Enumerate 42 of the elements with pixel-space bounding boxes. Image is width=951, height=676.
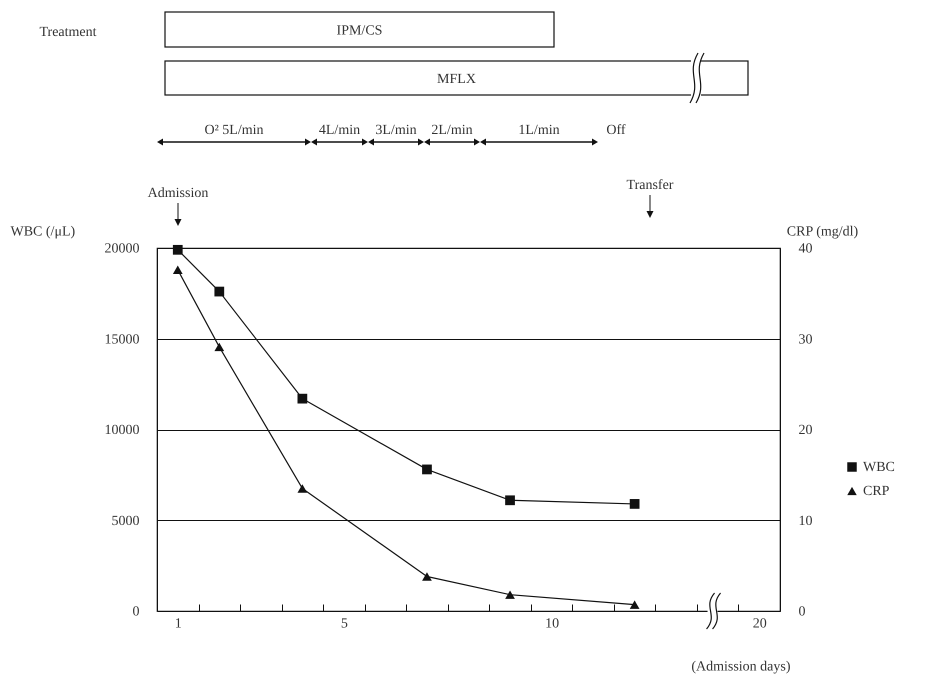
text: Off bbox=[606, 123, 626, 138]
legend-label: CRP bbox=[863, 484, 890, 499]
y2-tick-label: 30 bbox=[798, 332, 812, 348]
point bbox=[297, 394, 308, 404]
point bbox=[422, 572, 432, 581]
y2-tick-label: 40 bbox=[798, 242, 812, 256]
text: 2L/min bbox=[431, 123, 473, 138]
text: Treatment bbox=[39, 25, 97, 40]
text: IPM/CS bbox=[336, 24, 382, 38]
point bbox=[422, 464, 432, 474]
point bbox=[172, 244, 183, 255]
text: 3L/min bbox=[375, 123, 417, 138]
legend-label: WBC bbox=[863, 460, 895, 475]
x-tick-label: 5 bbox=[340, 616, 348, 632]
x-axis-title: (Admission days) bbox=[691, 660, 791, 674]
y-tick-label: 20000 bbox=[104, 242, 140, 256]
x-tick-label: 1 bbox=[174, 616, 182, 632]
y-axis-title: WBC (/μL) bbox=[10, 224, 76, 240]
point bbox=[214, 286, 224, 296]
y2-tick-label: 0 bbox=[798, 604, 806, 620]
text: O² 5L/min bbox=[204, 123, 264, 138]
x-tick-label: 20 bbox=[752, 616, 767, 632]
point bbox=[172, 266, 183, 274]
y-tick-label: 10000 bbox=[104, 423, 140, 438]
text: 4L/min bbox=[318, 123, 360, 138]
text: MFLX bbox=[437, 72, 476, 87]
y-tick-label: 15000 bbox=[104, 332, 140, 348]
y2-tick-label: 10 bbox=[798, 514, 812, 529]
text: Admission bbox=[148, 186, 208, 201]
y-tick-label: 5000 bbox=[112, 514, 140, 529]
y2-tick-label: 20 bbox=[798, 423, 812, 438]
x-tick-label: 10 bbox=[545, 616, 560, 632]
text: 1L/min bbox=[518, 123, 560, 138]
text: Transfer bbox=[626, 178, 674, 193]
point bbox=[505, 590, 515, 599]
point bbox=[630, 499, 640, 509]
point bbox=[630, 600, 640, 609]
y2-axis-title: CRP (mg/dl) bbox=[786, 224, 859, 240]
point bbox=[297, 484, 308, 493]
point bbox=[505, 495, 515, 506]
point bbox=[214, 342, 224, 352]
y-tick-label: 0 bbox=[132, 604, 140, 620]
